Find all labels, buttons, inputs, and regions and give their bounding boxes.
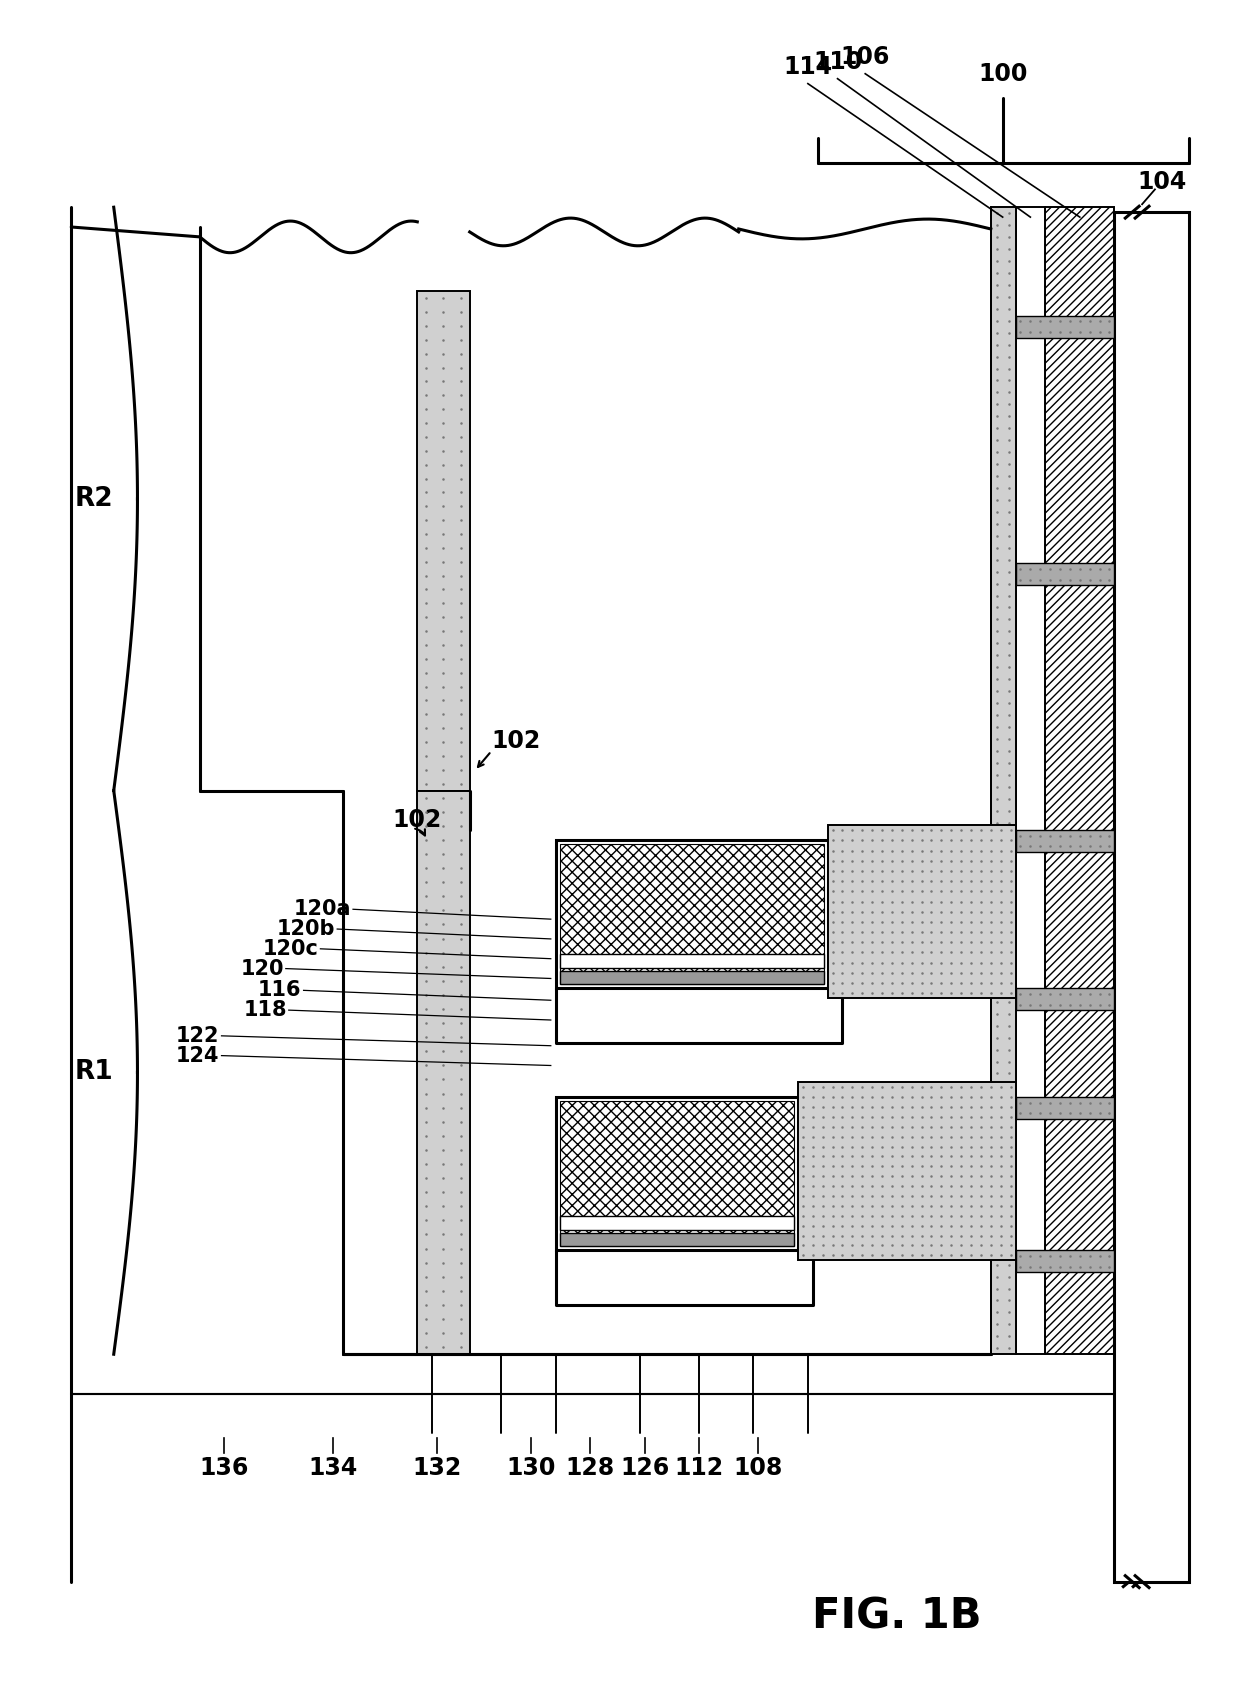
Bar xyxy=(1016,1098,1115,1118)
Text: ...: ... xyxy=(986,525,1016,561)
Bar xyxy=(827,826,1016,998)
Text: R1: R1 xyxy=(74,1059,113,1086)
Text: 136: 136 xyxy=(200,1456,249,1480)
Text: 130: 130 xyxy=(506,1456,556,1480)
Text: 112: 112 xyxy=(675,1456,724,1480)
Text: 120: 120 xyxy=(241,959,284,978)
Bar xyxy=(556,839,827,988)
Text: 110: 110 xyxy=(813,49,862,74)
Text: FIG. 1B: FIG. 1B xyxy=(812,1594,982,1637)
Bar xyxy=(1115,213,1189,1581)
Bar xyxy=(1016,316,1115,338)
Bar xyxy=(559,1216,794,1230)
Text: ...: ... xyxy=(986,1159,1016,1194)
Text: 122: 122 xyxy=(176,1025,219,1045)
Bar xyxy=(799,1083,1016,1260)
Text: 128: 128 xyxy=(565,1456,615,1480)
Text: 104: 104 xyxy=(1137,171,1187,194)
Text: 118: 118 xyxy=(243,1000,286,1020)
Bar xyxy=(343,790,991,1355)
Bar xyxy=(418,790,470,1355)
Bar xyxy=(559,971,823,985)
Text: 124: 124 xyxy=(176,1045,219,1066)
Bar xyxy=(991,208,1016,1355)
Text: 120c: 120c xyxy=(263,939,319,959)
Bar xyxy=(1016,831,1115,851)
Bar xyxy=(418,291,470,790)
Bar xyxy=(1045,208,1115,1355)
Text: 102: 102 xyxy=(393,809,441,833)
Text: 134: 134 xyxy=(309,1456,358,1480)
Bar xyxy=(556,1098,799,1250)
Bar xyxy=(1016,1250,1115,1272)
Text: 132: 132 xyxy=(413,1456,461,1480)
Text: 120b: 120b xyxy=(277,919,335,939)
Text: 102: 102 xyxy=(491,730,541,753)
Bar xyxy=(559,844,823,985)
Bar xyxy=(1016,208,1045,1355)
Bar xyxy=(559,1233,794,1246)
Text: R2: R2 xyxy=(74,486,113,512)
Bar xyxy=(200,208,991,790)
Text: 120a: 120a xyxy=(294,899,351,919)
Bar xyxy=(1016,562,1115,584)
Text: 100: 100 xyxy=(978,62,1028,86)
Bar xyxy=(559,1101,794,1246)
Text: 116: 116 xyxy=(258,980,301,1000)
Text: 114: 114 xyxy=(784,54,832,79)
Bar xyxy=(559,954,823,968)
Bar xyxy=(1016,988,1115,1010)
Text: 126: 126 xyxy=(620,1456,670,1480)
Text: 108: 108 xyxy=(734,1456,784,1480)
Text: 106: 106 xyxy=(841,46,890,69)
